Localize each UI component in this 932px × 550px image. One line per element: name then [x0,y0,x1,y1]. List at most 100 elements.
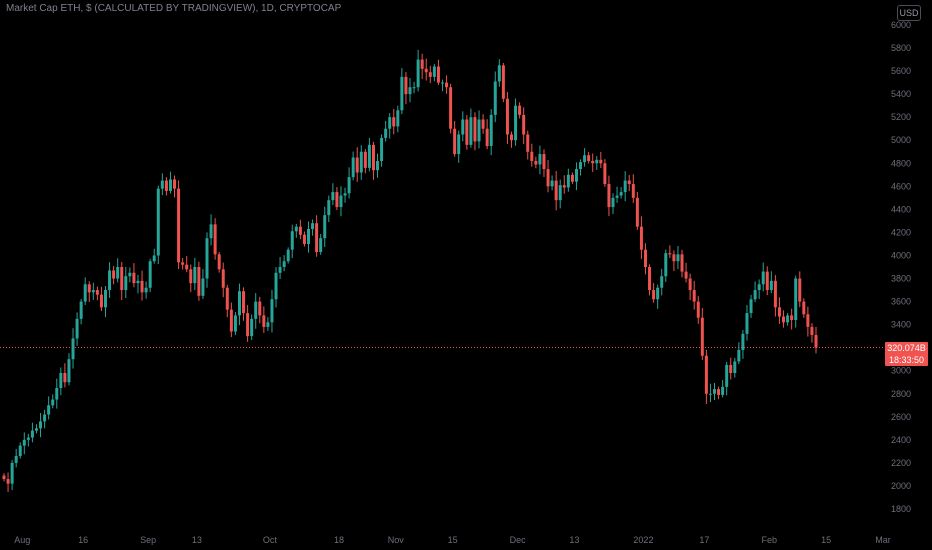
candle-body[interactable] [185,264,189,270]
candle-body[interactable] [152,255,156,262]
candle-body[interactable] [558,185,562,201]
candle-body[interactable] [331,192,335,201]
candle-body[interactable] [242,291,246,314]
candle-body[interactable] [339,195,343,208]
candle-body[interactable] [14,455,18,463]
candle-body[interactable] [786,315,790,323]
candle-body[interactable] [26,437,30,440]
candle-body[interactable] [510,134,513,141]
candle-body[interactable] [156,188,160,256]
candle-body[interactable] [497,65,501,82]
candle-body[interactable] [43,414,47,422]
candle-body[interactable] [148,261,152,288]
candle-body[interactable] [99,294,103,308]
candle-body[interactable] [579,162,583,170]
candle-body[interactable] [587,155,591,161]
candle-body[interactable] [453,128,457,155]
candle-body[interactable] [773,280,777,308]
candle-body[interactable] [2,475,6,480]
candle-body[interactable] [583,155,587,163]
candle-body[interactable] [794,278,798,321]
candle-body[interactable] [237,291,241,316]
candle-body[interactable] [656,287,660,300]
candle-body[interactable] [181,262,185,265]
candle-body[interactable] [258,301,262,316]
candle-body[interactable] [643,249,647,267]
candle-body[interactable] [367,144,371,168]
candle-body[interactable] [315,223,319,253]
candle-body[interactable] [631,184,635,198]
candle-body[interactable] [396,110,400,127]
candle-body[interactable] [120,267,124,291]
candle-body[interactable] [140,280,144,293]
candle-body[interactable] [22,439,26,446]
candle-body[interactable] [518,105,522,115]
candle-body[interactable] [323,215,327,239]
candle-body[interactable] [514,105,518,141]
candle-body[interactable] [319,238,323,253]
candle-body[interactable] [177,188,181,263]
candle-body[interactable] [164,180,168,191]
candle-body[interactable] [355,157,359,173]
candle-body[interactable] [761,271,765,285]
candle-body[interactable] [75,318,79,339]
candle-body[interactable] [359,151,363,173]
candle-body[interactable] [526,134,530,152]
candle-body[interactable] [160,180,164,189]
candle-body[interactable] [246,313,250,337]
candle-body[interactable] [570,174,574,182]
candle-body[interactable] [473,117,477,142]
candle-body[interactable] [408,87,412,95]
candle-body[interactable] [635,197,639,227]
candle-body[interactable] [700,317,704,356]
candle-body[interactable] [290,231,294,250]
candle-body[interactable] [432,66,436,77]
candle-body[interactable] [51,399,55,406]
candle-body[interactable] [721,386,725,395]
candle-body[interactable] [371,144,375,171]
candle-body[interactable] [749,299,753,314]
candle-body[interactable] [814,334,818,348]
candle-body[interactable] [347,177,351,194]
candle-body[interactable] [652,290,656,300]
candle-body[interactable] [55,388,59,400]
candle-body[interactable] [623,180,627,193]
candle-body[interactable] [404,76,408,95]
candle-body[interactable] [34,428,38,431]
candle-body[interactable] [704,355,708,394]
candle-body[interactable] [802,301,806,315]
candle-body[interactable] [619,192,623,196]
candle-body[interactable] [465,119,469,145]
candle-body[interactable] [128,272,132,277]
candle-body[interactable] [144,287,148,293]
candle-body[interactable] [790,315,794,321]
candle-body[interactable] [18,445,22,456]
candle-body[interactable] [481,119,485,129]
candle-body[interactable] [39,421,43,429]
candle-body[interactable] [436,66,440,83]
candle-body[interactable] [274,272,278,300]
candle-body[interactable] [782,316,786,323]
candle-body[interactable] [250,318,254,337]
candle-body[interactable] [554,180,558,201]
candle-body[interactable] [363,151,367,168]
candle-body[interactable] [493,81,497,115]
candle-body[interactable] [603,163,607,185]
candle-body[interactable] [400,76,404,111]
candle-body[interactable] [713,389,716,394]
candle-body[interactable] [449,87,453,129]
candle-body[interactable] [696,301,700,318]
candle-body[interactable] [217,254,221,270]
candle-body[interactable] [769,280,773,291]
candle-body[interactable] [615,195,619,198]
candle-body[interactable] [668,253,672,255]
candle-body[interactable] [384,128,388,138]
candle-body[interactable] [440,82,444,84]
candle-body[interactable] [233,315,237,332]
candle-body[interactable] [457,134,461,155]
candle-body[interactable] [501,65,505,99]
candle-body[interactable] [298,226,302,235]
candle-body[interactable] [87,284,91,293]
candle-body[interactable] [725,364,729,387]
candle-body[interactable] [229,309,233,332]
